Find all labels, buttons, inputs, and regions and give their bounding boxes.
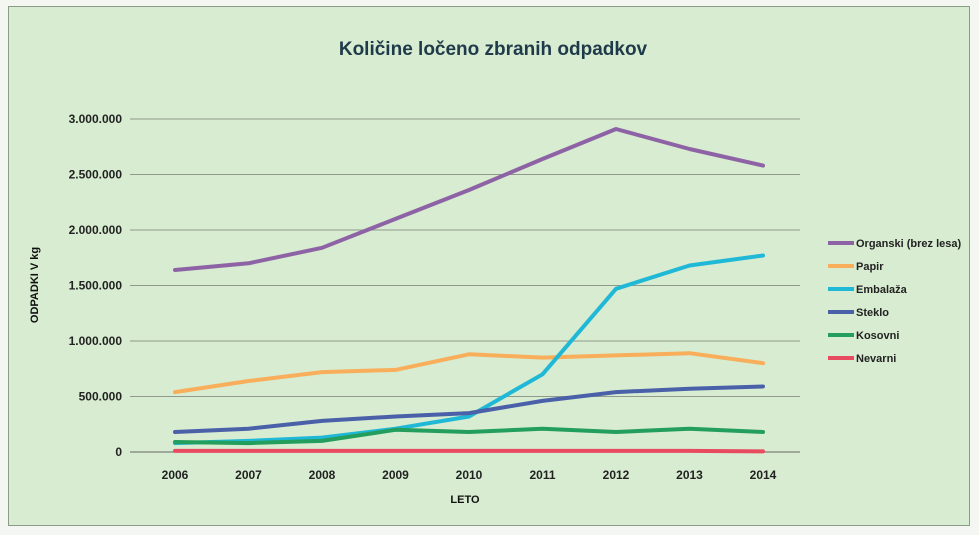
x-tick-label: 2011 [529, 468, 555, 482]
y-tick-label: 2.000.000 [69, 223, 123, 237]
x-tick-label: 2014 [750, 468, 777, 482]
x-axis-ticks: 2006 2007 2008 2009 2010 2011 2012 2013 2014 [162, 468, 777, 482]
chart-title: Količine ločeno zbranih odpadkov [339, 39, 648, 60]
x-axis-title: LETO [450, 494, 480, 506]
legend-label: Embalaža [856, 284, 908, 296]
gridlines [130, 118, 800, 397]
series-line [173, 384, 765, 434]
x-tick-label: 2008 [309, 468, 336, 482]
y-tick-label: 1.500.000 [69, 279, 123, 293]
x-tick-label: 2012 [603, 468, 630, 482]
y-axis-title: ODPADKI V kg [29, 247, 41, 323]
x-tick-label: 2007 [235, 468, 262, 482]
series-line [173, 351, 765, 395]
legend-label: Steklo [856, 307, 889, 319]
chart-frame [8, 6, 970, 526]
legend-label: Papir [856, 261, 884, 273]
x-tick-label: 2010 [456, 468, 483, 482]
y-tick-label: 3.000.000 [69, 112, 123, 126]
series-lines [173, 127, 765, 454]
series-line [173, 426, 765, 446]
series-line [173, 127, 765, 272]
legend-label: Organski (brez lesa) [856, 238, 961, 250]
y-tick-label: 500.000 [79, 390, 123, 404]
y-tick-label: 0 [115, 445, 122, 459]
x-tick-label: 2009 [382, 468, 409, 482]
y-axis-ticks: 0 500.000 1.000.000 1.500.000 2.000.000 2.500… [69, 112, 123, 459]
series-line [173, 448, 765, 454]
series-line [173, 253, 765, 446]
legend: Organski (brez lesa) Papir Embalaža Steklo K… [828, 238, 961, 365]
legend-label: Kosovni [856, 330, 899, 342]
x-tick-label: 2006 [162, 468, 189, 482]
x-tick-label: 2013 [676, 468, 703, 482]
legend-label: Nevarni [856, 353, 896, 365]
y-tick-label: 1.000.000 [69, 334, 123, 348]
y-tick-label: 2.500.000 [69, 168, 123, 182]
